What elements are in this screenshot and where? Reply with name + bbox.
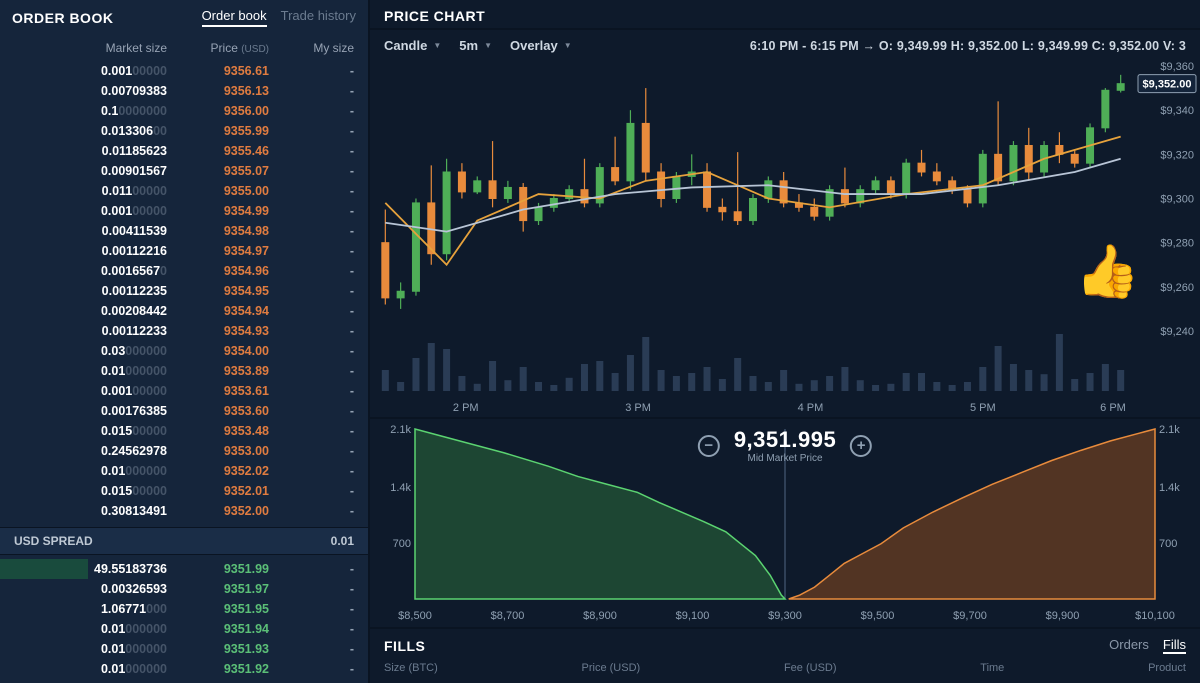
depth-zoom-in-button[interactable]: + <box>850 435 872 457</box>
svg-text:6 PM: 6 PM <box>1100 402 1126 414</box>
right-panel: PRICE CHART Candle 5m Overlay 6:10 PM - … <box>370 0 1200 683</box>
pricechart-title: PRICE CHART <box>384 8 485 24</box>
orderbook-row[interactable]: 0.00208442 9354.94 - <box>0 301 368 321</box>
svg-text:$9,340: $9,340 <box>1160 105 1194 117</box>
tab-trade-history[interactable]: Trade history <box>281 8 356 27</box>
mid-market-block: − 9,351.995 Mid Market Price + <box>698 427 872 464</box>
svg-text:2.1k: 2.1k <box>1159 424 1180 436</box>
spread-bar: USD SPREAD 0.01 <box>0 527 368 555</box>
ohlc-readout: 6:10 PM - 6:15 PM → O: 9,349.99 H: 9,352… <box>750 39 1186 53</box>
orderbook-row[interactable]: 0.00112233 9354.93 - <box>0 321 368 341</box>
orderbook-row[interactable]: 0.01500000 9352.01 - <box>0 481 368 501</box>
orderbook-row[interactable]: 0.00709383 9356.13 - <box>0 81 368 101</box>
depth-chart[interactable]: 700 700 1.4k 1.4k 2.1k 2.1k $8,500 $8,700 $8,900… <box>370 417 1200 627</box>
orderbook-panel: ORDER BOOK Order book Trade history Mark… <box>0 0 370 683</box>
orderbook-tabs: Order book Trade history <box>202 8 356 27</box>
ask-rows: 0.00100000 9356.61 - 0.00709383 9356.13 … <box>0 61 368 521</box>
svg-text:3 PM: 3 PM <box>625 402 651 414</box>
svg-text:$9,240: $9,240 <box>1160 326 1194 338</box>
mid-price: 9,351.995 <box>734 427 836 452</box>
orderbook-row[interactable]: 0.01000000 9351.93 - <box>0 639 368 659</box>
col-market-size: Market size <box>14 41 167 55</box>
spread-label: USD SPREAD <box>14 534 93 548</box>
drop-overlay[interactable]: Overlay <box>510 38 572 53</box>
orderbook-row[interactable]: 0.01000000 9351.94 - <box>0 619 368 639</box>
svg-text:$10,100: $10,100 <box>1135 610 1175 622</box>
col-price: Price (USD) <box>167 41 269 55</box>
orderbook-col-headers: Market size Price (USD) My size <box>0 31 368 61</box>
orderbook-row[interactable]: 0.00326593 9351.97 - <box>0 579 368 599</box>
chart-toolbar: Candle 5m Overlay 6:10 PM - 6:15 PM → O:… <box>370 30 1200 61</box>
orderbook-row[interactable]: 0.00112235 9354.95 - <box>0 281 368 301</box>
tab-orders[interactable]: Orders <box>1109 637 1149 654</box>
orderbook-row[interactable]: 5.05436653 9351.87 - <box>0 679 368 683</box>
orderbook-row[interactable]: 49.55183736 9351.99 - <box>0 559 368 579</box>
fills-cols: Size (BTC) Price (USD) Fee (USD) Time Pr… <box>370 658 1200 674</box>
svg-text:$9,360: $9,360 <box>1160 61 1194 73</box>
drop-interval[interactable]: 5m <box>459 38 492 53</box>
svg-text:1.4k: 1.4k <box>1159 482 1180 494</box>
pricechart-header: PRICE CHART <box>370 0 1200 30</box>
svg-text:$9,260: $9,260 <box>1160 282 1194 294</box>
orderbook-row[interactable]: 0.24562978 9353.00 - <box>0 441 368 461</box>
orderbook-row[interactable]: 0.30813491 9352.00 - <box>0 501 368 521</box>
orderbook-row[interactable]: 0.03000000 9354.00 - <box>0 341 368 361</box>
svg-text:$9,700: $9,700 <box>953 610 987 622</box>
col-my-size: My size <box>269 41 354 55</box>
svg-text:4 PM: 4 PM <box>798 402 824 414</box>
orderbook-row[interactable]: 1.06771000 9351.95 - <box>0 599 368 619</box>
svg-text:700: 700 <box>1159 538 1177 550</box>
depth-zoom-out-button[interactable]: − <box>698 435 720 457</box>
svg-text:$9,300: $9,300 <box>1160 194 1194 206</box>
orderbook-row[interactable]: 0.01330600 9355.99 - <box>0 121 368 141</box>
fills-title: FILLS <box>384 638 425 654</box>
svg-text:5 PM: 5 PM <box>970 402 996 414</box>
mid-label: Mid Market Price <box>734 453 836 464</box>
svg-text:$9,900: $9,900 <box>1046 610 1080 622</box>
svg-text:$9,500: $9,500 <box>861 610 895 622</box>
orderbook-row[interactable]: 0.00901567 9355.07 - <box>0 161 368 181</box>
svg-text:1.4k: 1.4k <box>390 482 411 494</box>
svg-text:2 PM: 2 PM <box>453 402 479 414</box>
svg-text:$8,500: $8,500 <box>398 610 432 622</box>
tab-orderbook[interactable]: Order book <box>202 8 267 27</box>
orderbook-row[interactable]: 0.00100000 9354.99 - <box>0 201 368 221</box>
orderbook-row[interactable]: 0.00112216 9354.97 - <box>0 241 368 261</box>
svg-text:$9,100: $9,100 <box>676 610 710 622</box>
svg-text:$9,320: $9,320 <box>1160 149 1194 161</box>
spread-value: 0.01 <box>331 534 354 548</box>
orderbook-row[interactable]: 0.00165670 9354.96 - <box>0 261 368 281</box>
bid-rows: 49.55183736 9351.99 - 0.00326593 9351.97… <box>0 559 368 683</box>
orderbook-row[interactable]: 0.01000000 9353.89 - <box>0 361 368 381</box>
tab-fills[interactable]: Fills <box>1163 637 1186 654</box>
svg-text:$8,700: $8,700 <box>491 610 525 622</box>
svg-text:$9,280: $9,280 <box>1160 238 1194 250</box>
orderbook-row[interactable]: 0.01000000 9351.92 - <box>0 659 368 679</box>
orderbook-row[interactable]: 0.00411539 9354.98 - <box>0 221 368 241</box>
svg-text:$9,352.00: $9,352.00 <box>1143 79 1192 91</box>
orderbook-row[interactable]: 0.01185623 9355.46 - <box>0 141 368 161</box>
orderbook-row[interactable]: 0.00100000 9356.61 - <box>0 61 368 81</box>
svg-text:$8,900: $8,900 <box>583 610 617 622</box>
thumbs-up-icon: 👍 <box>1075 241 1140 302</box>
drop-chart-type[interactable]: Candle <box>384 38 441 53</box>
orderbook-title: ORDER BOOK <box>12 10 113 26</box>
svg-text:700: 700 <box>393 538 411 550</box>
orderbook-row[interactable]: 0.01100000 9355.00 - <box>0 181 368 201</box>
orderbook-row[interactable]: 0.01000000 9352.02 - <box>0 461 368 481</box>
orderbook-row[interactable]: 0.00100000 9353.61 - <box>0 381 368 401</box>
svg-text:2.1k: 2.1k <box>390 424 411 436</box>
orderbook-row[interactable]: 0.00176385 9353.60 - <box>0 401 368 421</box>
candle-chart[interactable]: $9,240 $9,260 $9,280 $9,300 $9,320 $9,340 $9,3… <box>370 61 1200 417</box>
fills-panel: FILLS Orders Fills Size (BTC) Price (USD… <box>370 627 1200 683</box>
svg-text:$9,300: $9,300 <box>768 610 802 622</box>
orderbook-row[interactable]: 0.01500000 9353.48 - <box>0 421 368 441</box>
orderbook-row[interactable]: 0.10000000 9356.00 - <box>0 101 368 121</box>
